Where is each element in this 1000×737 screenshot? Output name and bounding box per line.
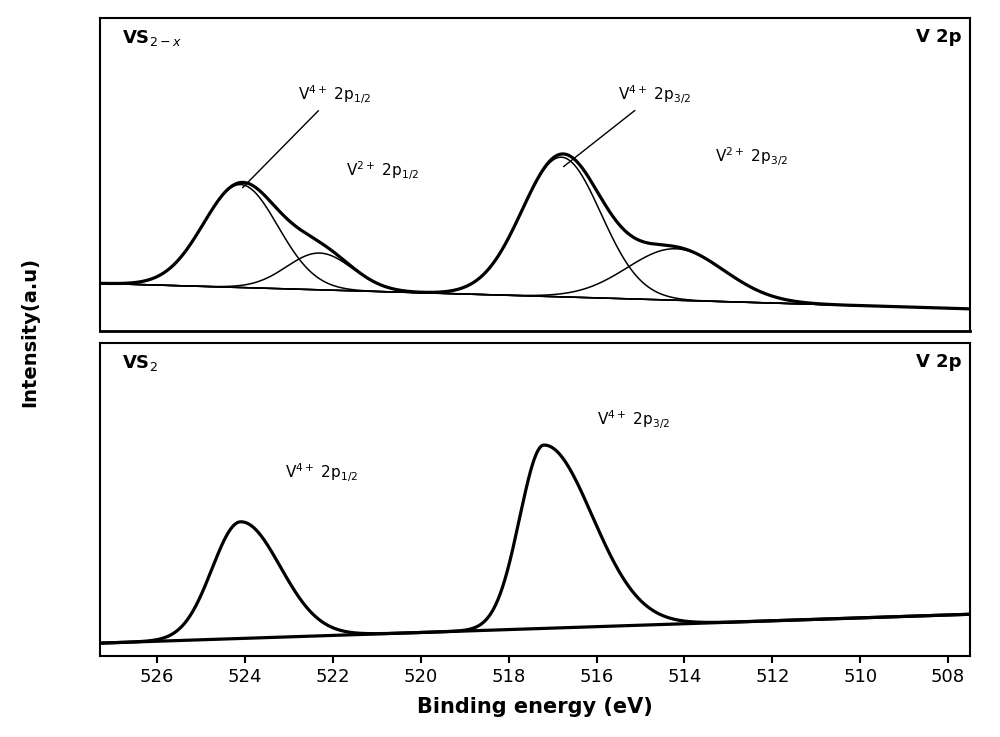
X-axis label: Binding energy (eV): Binding energy (eV) [417,697,653,717]
Text: V$^{2+}$ 2p$_{1/2}$: V$^{2+}$ 2p$_{1/2}$ [346,159,419,182]
Text: VS$_{2-x}$: VS$_{2-x}$ [122,28,182,48]
Text: V 2p: V 2p [916,353,961,371]
Text: V 2p: V 2p [916,28,961,46]
Text: V$^{4+}$ 2p$_{3/2}$: V$^{4+}$ 2p$_{3/2}$ [597,408,670,431]
Text: V$^{4+}$ 2p$_{1/2}$: V$^{4+}$ 2p$_{1/2}$ [285,461,358,484]
Text: Intensity(a.u): Intensity(a.u) [20,256,40,407]
Text: V$^{2+}$ 2p$_{3/2}$: V$^{2+}$ 2p$_{3/2}$ [715,146,788,169]
Text: V$^{4+}$ 2p$_{1/2}$: V$^{4+}$ 2p$_{1/2}$ [243,83,371,188]
Text: V$^{4+}$ 2p$_{3/2}$: V$^{4+}$ 2p$_{3/2}$ [564,83,692,167]
Text: VS$_2$: VS$_2$ [122,353,158,373]
